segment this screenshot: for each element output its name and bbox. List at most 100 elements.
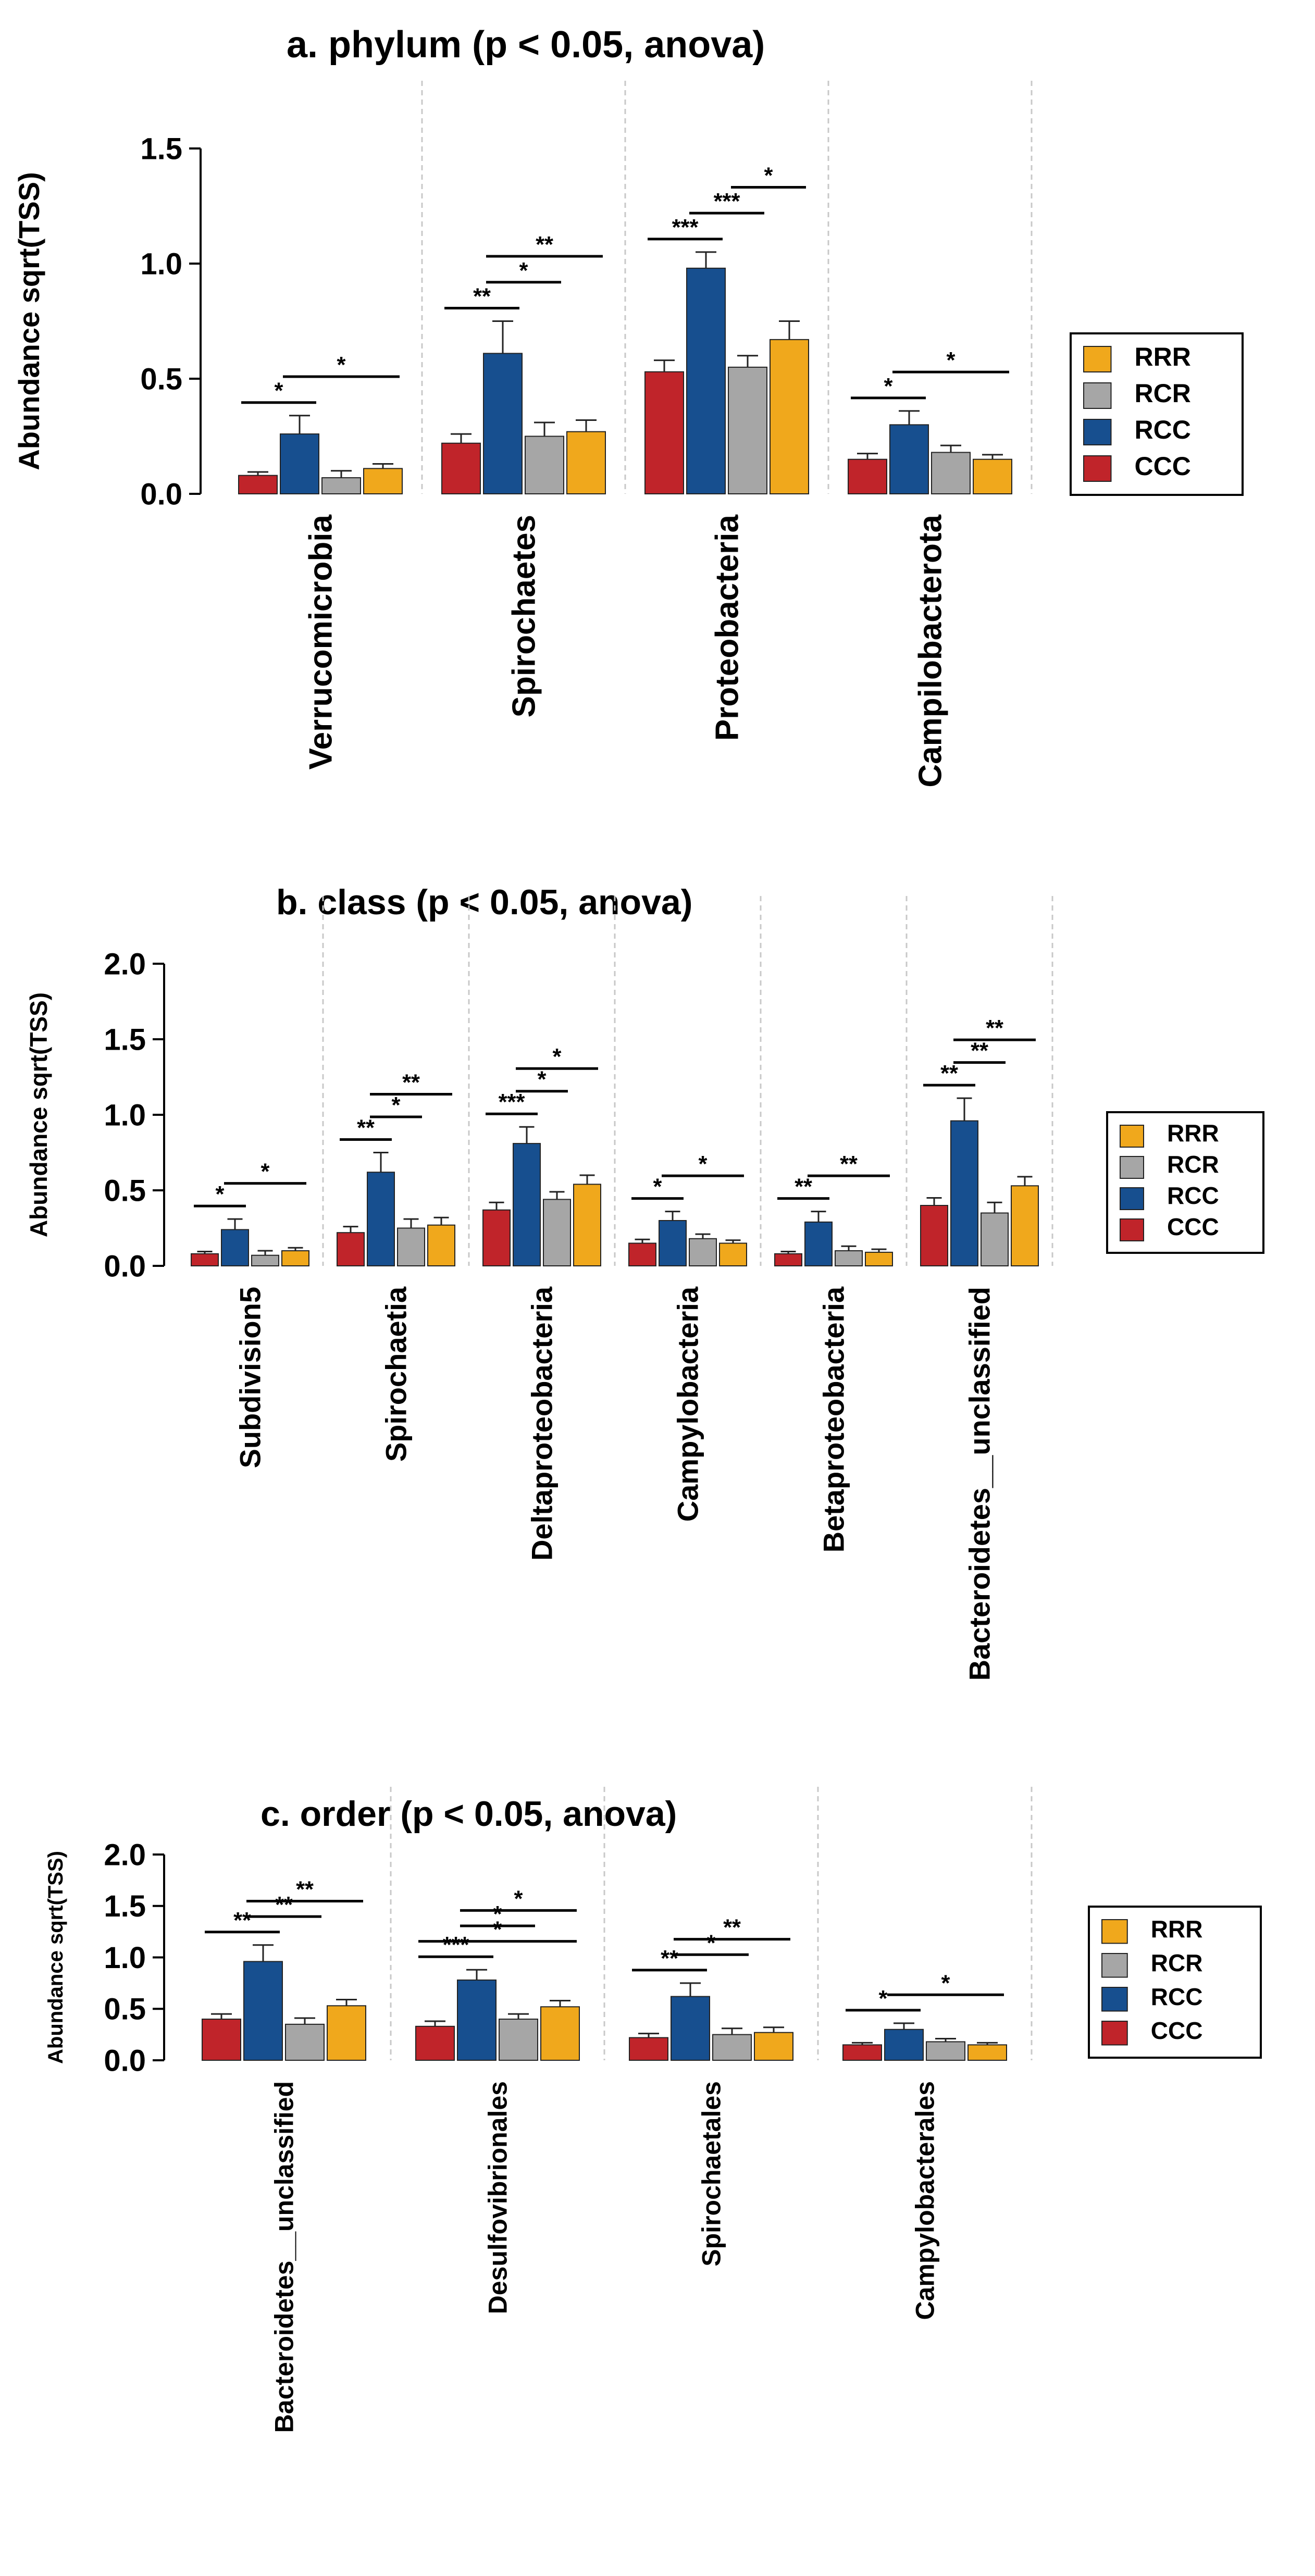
y-tick-label: 1.5 <box>104 1889 146 1923</box>
legend-label-ccc: CCC <box>1167 1213 1219 1240</box>
y-tick-label: 1.5 <box>140 132 182 166</box>
legend-label-rcr: RCR <box>1167 1151 1219 1178</box>
bar-rrr <box>573 1184 601 1266</box>
category-label: Verrucomicrobia <box>303 514 339 769</box>
legend: RRR RCR RCC CCC <box>1070 332 1244 496</box>
significance-label: ** <box>233 1908 251 1933</box>
bar-rcc <box>367 1172 395 1266</box>
category-label: Desulfovibrionales <box>483 2081 513 2314</box>
y-tick-label: 1.5 <box>104 1023 146 1056</box>
legend-swatch-ccc <box>1120 1218 1144 1241</box>
bar-ccc <box>441 442 481 495</box>
bar-ccc <box>842 2044 882 2061</box>
chart-title: b. class (p < 0.05, anova) <box>276 882 692 922</box>
chart-panel-2: b. class (p < 0.05, anova) 0.0 0.5 1.0 1.5 2.… <box>25 882 1264 1681</box>
bar-rrr <box>973 458 1012 495</box>
bar-rcc <box>884 2029 924 2061</box>
significance-label: * <box>653 1175 662 1200</box>
bar-rcr <box>981 1212 1009 1266</box>
bar-rcc <box>280 433 319 495</box>
bar-rcc <box>671 1996 710 2061</box>
bar-rcc <box>483 353 523 494</box>
significance-label: ** <box>795 1175 812 1200</box>
category-label: Campylobacteria <box>672 1286 704 1522</box>
legend-swatch-rcc <box>1101 1987 1128 2012</box>
significance-label: ** <box>473 284 491 309</box>
bar-rcr <box>931 452 971 494</box>
bar-rcr <box>499 2019 538 2061</box>
significance-label: * <box>707 1931 716 1956</box>
legend-label-ccc: CCC <box>1135 452 1191 481</box>
bar-ccc <box>629 2037 668 2061</box>
chart-panel-3: c. order (p < 0.05, anova) 0.0 0.5 1.0 1.5 2.… <box>44 1787 1262 2433</box>
bar-rcc <box>804 1221 833 1266</box>
bar-rrr <box>865 1251 893 1266</box>
bar-rcc <box>221 1229 249 1266</box>
chart-title: a. phylum (p < 0.05, anova) <box>287 24 765 66</box>
bar-rrr <box>281 1250 309 1266</box>
bar-ccc <box>482 1209 511 1266</box>
bar-rrr <box>363 468 403 495</box>
legend-label-rcr: RCR <box>1151 1949 1203 1976</box>
bar-rcr <box>728 366 767 495</box>
significance-label: * <box>392 1093 401 1118</box>
legend-label-rcc: RCC <box>1135 415 1191 444</box>
significance-label: *** <box>499 1090 525 1115</box>
y-axis-label: Abundance sqrt(TSS) <box>25 992 52 1237</box>
significance-label: * <box>337 353 346 378</box>
category-label: Spirochaetales <box>697 2081 726 2267</box>
legend-swatch-rcr <box>1101 1953 1128 1978</box>
bar-rrr <box>427 1224 455 1266</box>
significance-label: ** <box>840 1152 858 1177</box>
y-tick-label: 0.0 <box>104 1249 146 1283</box>
legend-swatch-rcr <box>1083 382 1112 409</box>
bar-rrr <box>754 2032 793 2061</box>
category-label: Spirochaetes <box>506 515 542 717</box>
bar-rcr <box>525 435 564 494</box>
bar-rcr <box>926 2041 965 2061</box>
y-tick-label: 1.0 <box>104 1941 146 1975</box>
significance-label: * <box>216 1182 225 1207</box>
significance-label: * <box>538 1067 547 1092</box>
y-tick-label: 0.5 <box>104 1174 146 1208</box>
legend-swatch-rrr <box>1101 1919 1128 1944</box>
bar-rcc <box>950 1120 978 1267</box>
category-label: Proteobacteria <box>710 514 746 741</box>
significance-label: * <box>493 1918 502 1943</box>
category-label: Betaproteobacteria <box>817 1286 850 1552</box>
bar-ccc <box>337 1232 365 1266</box>
bar-rrr <box>770 339 809 494</box>
significance-label: *** <box>672 215 699 240</box>
significance-label: * <box>493 1902 502 1927</box>
category-label: Deltaproteobacteria <box>526 1286 559 1561</box>
category-label: Spirochaetia <box>380 1286 413 1462</box>
significance-label: * <box>553 1044 562 1069</box>
bar-rcc <box>457 1979 497 2061</box>
y-tick-label: 2.0 <box>104 1838 146 1872</box>
significance-label: * <box>764 163 773 188</box>
bar-rrr <box>1011 1185 1039 1267</box>
bar-ccc <box>202 2019 241 2061</box>
significance-label: * <box>514 1886 523 1911</box>
chart-panel-1: a. phylum (p < 0.05, anova) 0.0 0.5 1.0 1.5 A… <box>13 24 1244 788</box>
bar-ccc <box>238 475 278 495</box>
y-axis-label: Abundance sqrt(TSS) <box>44 1851 67 2064</box>
bar-rrr <box>566 431 606 494</box>
legend-swatch-ccc <box>1083 455 1112 482</box>
legend-label-rrr: RRR <box>1167 1119 1219 1147</box>
bar-rcr <box>543 1199 571 1266</box>
bar-ccc <box>644 371 684 494</box>
bar-ccc <box>920 1205 948 1266</box>
bar-rcr <box>251 1254 279 1266</box>
legend-swatch-rcr <box>1120 1156 1144 1179</box>
significance-label: ** <box>296 1877 314 1902</box>
y-tick-label: 0.0 <box>104 2044 146 2077</box>
bar-rcr <box>712 2034 752 2061</box>
significance-label: *** <box>714 189 740 214</box>
bar-rrr <box>719 1242 747 1266</box>
bar-ccc <box>848 458 887 495</box>
legend-swatch-rrr <box>1120 1125 1144 1148</box>
bar-rrr <box>540 2006 580 2061</box>
significance-label: * <box>884 374 893 399</box>
